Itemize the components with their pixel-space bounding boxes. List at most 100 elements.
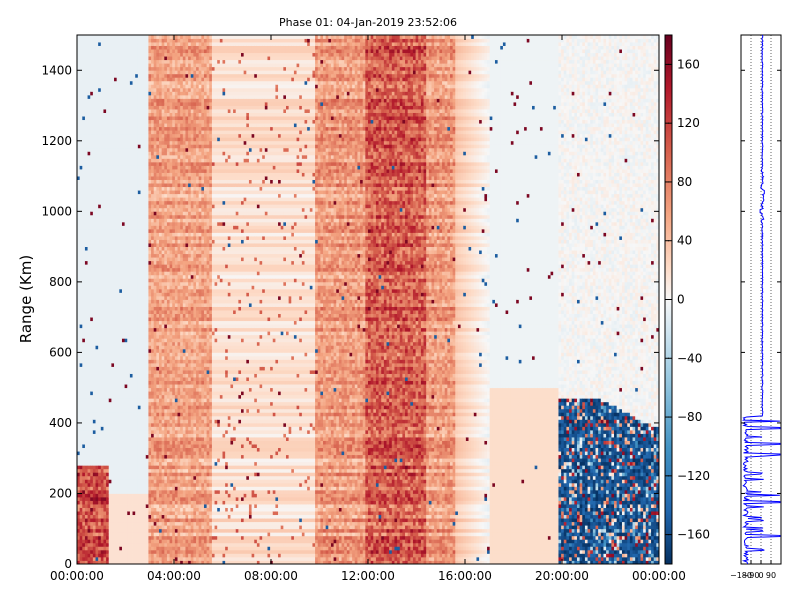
heatmap-cell — [106, 158, 110, 163]
heatmap-cell — [95, 253, 99, 258]
heatmap-cell — [84, 556, 88, 561]
heatmap-cell — [98, 70, 102, 75]
heatmap-cell — [140, 73, 144, 78]
heatmap-cell — [129, 87, 133, 92]
heatmap-cell — [84, 84, 88, 89]
heatmap-cell — [151, 186, 155, 191]
heatmap-cell — [116, 496, 120, 501]
heatmap-cell — [119, 292, 123, 297]
heatmap-cell — [137, 66, 141, 71]
heatmap-cell — [161, 274, 165, 279]
heatmap-cell — [116, 52, 120, 57]
heatmap-cell — [108, 535, 112, 540]
heatmap-cell — [116, 200, 120, 205]
heatmap-cell — [98, 489, 102, 494]
heatmap-cell — [95, 169, 99, 173]
heatmap-cell — [111, 338, 115, 343]
heatmap-cell — [121, 507, 126, 512]
heatmap-cell — [121, 553, 126, 558]
heatmap-cell — [116, 126, 120, 131]
heatmap-cell — [108, 70, 112, 75]
heatmap-cell — [95, 408, 99, 413]
heatmap-cell — [129, 437, 133, 441]
heatmap-cell — [156, 183, 160, 188]
heatmap-cell — [103, 313, 107, 318]
heatmap-cell — [148, 73, 152, 78]
heatmap-cell — [98, 42, 102, 46]
heatmap-cell — [100, 447, 104, 452]
heatmap-cell — [129, 154, 133, 159]
heatmap-cell — [129, 440, 133, 445]
heatmap-cell — [151, 80, 155, 85]
heatmap-cell — [140, 560, 144, 564]
heatmap-cell — [129, 161, 133, 166]
heatmap-cell — [87, 211, 91, 216]
heatmap-cell — [127, 345, 131, 350]
heatmap-cell — [145, 243, 149, 247]
heatmap-cell — [121, 105, 126, 110]
heatmap-cell — [116, 317, 120, 322]
heatmap-cell — [153, 260, 157, 265]
heatmap-cell — [148, 539, 152, 544]
heatmap-cell — [151, 158, 155, 163]
heatmap-cell — [119, 38, 123, 43]
heatmap-cell — [116, 105, 120, 110]
heatmap-cell — [137, 161, 141, 166]
heatmap-cell — [148, 394, 152, 399]
heatmap-cell — [145, 433, 149, 438]
heatmap-cell — [87, 73, 91, 78]
heatmap-cell — [159, 126, 163, 131]
heatmap-cell — [77, 45, 81, 50]
heatmap-cell — [95, 299, 99, 304]
heatmap-cell — [98, 405, 102, 410]
heatmap-cell — [151, 496, 155, 501]
heatmap-cell — [137, 59, 141, 64]
heatmap-cell — [95, 211, 99, 216]
heatmap-cell — [87, 380, 91, 385]
heatmap-cell — [140, 504, 144, 508]
heatmap-cell — [145, 535, 149, 540]
heatmap-cell — [82, 468, 86, 473]
heatmap-cell — [135, 405, 139, 410]
heatmap-cell — [129, 306, 133, 311]
heatmap-cell — [114, 546, 118, 551]
heatmap-cell — [121, 437, 126, 441]
heatmap-cell — [98, 274, 102, 279]
heatmap-cell — [148, 334, 152, 339]
heatmap-cell — [143, 320, 147, 325]
heatmap-cell — [143, 454, 147, 459]
heatmap-cell — [103, 295, 107, 300]
heatmap-cell — [95, 246, 99, 251]
heatmap-cell — [111, 560, 115, 564]
heatmap-cell — [140, 334, 144, 339]
heatmap-cell — [137, 556, 141, 561]
heatmap-cell — [100, 147, 104, 152]
heatmap-cell — [77, 401, 81, 406]
heatmap-cell — [129, 285, 133, 290]
heatmap-cell — [100, 373, 104, 378]
heatmap-cell — [100, 465, 104, 470]
heatmap-cell — [111, 91, 115, 96]
heatmap-cell — [159, 137, 163, 142]
heatmap-cell — [87, 493, 91, 498]
heatmap-cell — [140, 514, 144, 519]
heatmap-cell — [103, 507, 107, 512]
heatmap-cell — [84, 331, 88, 336]
heatmap-cell — [100, 278, 104, 283]
heatmap-cell — [84, 472, 88, 477]
heatmap-cell — [121, 310, 126, 315]
heatmap-cell — [95, 549, 99, 554]
heatmap-cell — [143, 250, 147, 255]
heatmap-cell — [159, 253, 163, 258]
heatmap-cell — [148, 161, 152, 166]
heatmap-cell — [106, 412, 110, 417]
heatmap-cell — [100, 84, 104, 89]
heatmap-cell — [79, 91, 83, 96]
heatmap-cell — [145, 295, 149, 300]
heatmap-cell — [145, 380, 149, 385]
heatmap-cell — [135, 112, 139, 117]
heatmap-cell — [108, 105, 112, 110]
heatmap-cell — [121, 130, 126, 135]
heatmap-cell — [90, 348, 94, 353]
heatmap-cell — [100, 70, 104, 75]
